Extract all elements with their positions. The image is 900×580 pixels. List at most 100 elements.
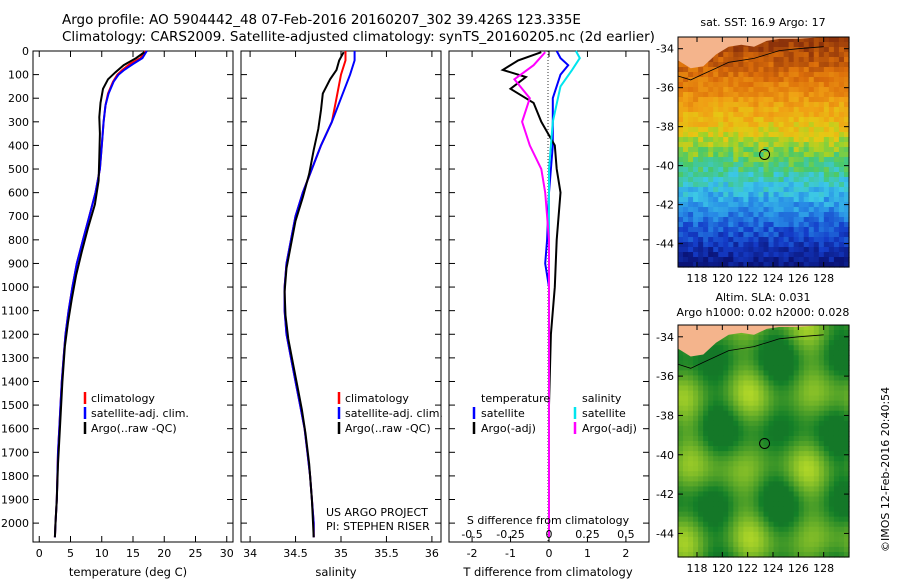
map-cell bbox=[693, 257, 699, 263]
depth-tick-label: 1500 bbox=[1, 399, 29, 412]
map-cell bbox=[743, 237, 750, 243]
legend-label-satellite: satellite-adj. clim. bbox=[345, 407, 443, 420]
map-cell bbox=[763, 57, 770, 63]
depth-tick-label: 2000 bbox=[1, 517, 29, 530]
map-cell bbox=[698, 481, 704, 487]
map-cell bbox=[678, 446, 684, 452]
map-cell bbox=[843, 415, 850, 422]
map-cell bbox=[783, 380, 790, 387]
map-cell bbox=[798, 471, 805, 477]
map-cell bbox=[713, 112, 719, 118]
map-cell bbox=[763, 466, 770, 472]
map-cell bbox=[838, 42, 845, 48]
map-cell bbox=[783, 435, 790, 442]
map-cell bbox=[783, 365, 790, 371]
map-cell bbox=[768, 360, 775, 366]
map-cell bbox=[773, 87, 780, 93]
map-cell bbox=[803, 137, 810, 143]
map-cell bbox=[703, 486, 709, 493]
map-cell bbox=[818, 37, 825, 43]
map-cell bbox=[843, 486, 850, 493]
map-cell bbox=[693, 380, 699, 387]
map-cell bbox=[783, 97, 790, 103]
map-cell bbox=[708, 142, 714, 148]
map-cell bbox=[783, 430, 790, 437]
map-cell bbox=[798, 257, 805, 263]
map-cell bbox=[743, 526, 750, 533]
map-cell bbox=[718, 476, 724, 482]
map-cell bbox=[838, 501, 845, 508]
map-cell bbox=[763, 481, 770, 487]
map-cell bbox=[713, 350, 719, 356]
map-cell bbox=[758, 536, 765, 543]
map-cell bbox=[683, 167, 689, 173]
map-cell bbox=[708, 57, 714, 63]
map-cell bbox=[728, 237, 734, 243]
map-cell bbox=[728, 506, 734, 513]
map-cell bbox=[843, 496, 850, 503]
map-cell bbox=[788, 415, 795, 422]
map-cell bbox=[733, 476, 739, 482]
map-cell bbox=[808, 237, 815, 243]
map-cell bbox=[708, 162, 714, 168]
map-cell bbox=[728, 375, 734, 382]
map-cell bbox=[743, 62, 750, 68]
map-cell bbox=[788, 132, 795, 138]
map-cell bbox=[718, 541, 724, 548]
map-cell bbox=[833, 541, 840, 548]
map-cell bbox=[778, 252, 785, 258]
map-cell bbox=[678, 536, 684, 543]
map-cell bbox=[723, 147, 729, 153]
map-cell bbox=[828, 435, 835, 442]
map-cell bbox=[678, 182, 684, 188]
map-cell bbox=[763, 345, 770, 351]
map-cell bbox=[713, 526, 719, 533]
map-cell bbox=[838, 511, 845, 518]
map-cell bbox=[763, 107, 770, 113]
map-cell bbox=[718, 157, 724, 163]
map-cell bbox=[823, 466, 830, 472]
map-cell bbox=[728, 425, 734, 432]
map-cell bbox=[833, 546, 840, 553]
map-cell bbox=[698, 501, 704, 508]
map-cell bbox=[713, 375, 719, 382]
map-cell bbox=[778, 227, 785, 233]
map-cell bbox=[738, 491, 744, 498]
map-cell bbox=[773, 405, 780, 412]
map-cell bbox=[778, 451, 785, 457]
map-cell bbox=[783, 162, 790, 168]
map-cell bbox=[793, 430, 800, 437]
map-cell bbox=[768, 232, 775, 238]
map-cell bbox=[843, 192, 850, 198]
map-cell bbox=[738, 466, 744, 472]
map-cell bbox=[738, 415, 744, 422]
map-cell bbox=[678, 147, 684, 153]
map-cell bbox=[803, 97, 810, 103]
map-cell bbox=[753, 207, 760, 213]
map-cell bbox=[728, 137, 734, 143]
map-cell bbox=[708, 132, 714, 138]
map-cell bbox=[678, 112, 684, 118]
map-cell bbox=[738, 531, 744, 538]
map-cell bbox=[743, 102, 750, 108]
map-cell bbox=[788, 257, 795, 263]
map-cell bbox=[678, 441, 684, 447]
map-cell bbox=[753, 380, 760, 387]
map-cell bbox=[733, 446, 739, 452]
map-cell bbox=[773, 137, 780, 143]
map-cell bbox=[833, 476, 840, 482]
map-cell bbox=[683, 207, 689, 213]
map-cell bbox=[713, 157, 719, 163]
map-cell bbox=[748, 67, 755, 73]
map-cell bbox=[833, 526, 840, 533]
map-cell bbox=[813, 511, 820, 518]
map-cell bbox=[713, 232, 719, 238]
map-cell bbox=[833, 350, 840, 356]
map-cell bbox=[773, 410, 780, 417]
legend-label-satellite: satellite-adj. clim. bbox=[91, 407, 189, 420]
map-cell bbox=[813, 335, 820, 341]
map-cell bbox=[723, 451, 729, 457]
map-cell bbox=[743, 516, 750, 523]
map-cell bbox=[733, 67, 739, 73]
map-cell bbox=[838, 335, 845, 341]
